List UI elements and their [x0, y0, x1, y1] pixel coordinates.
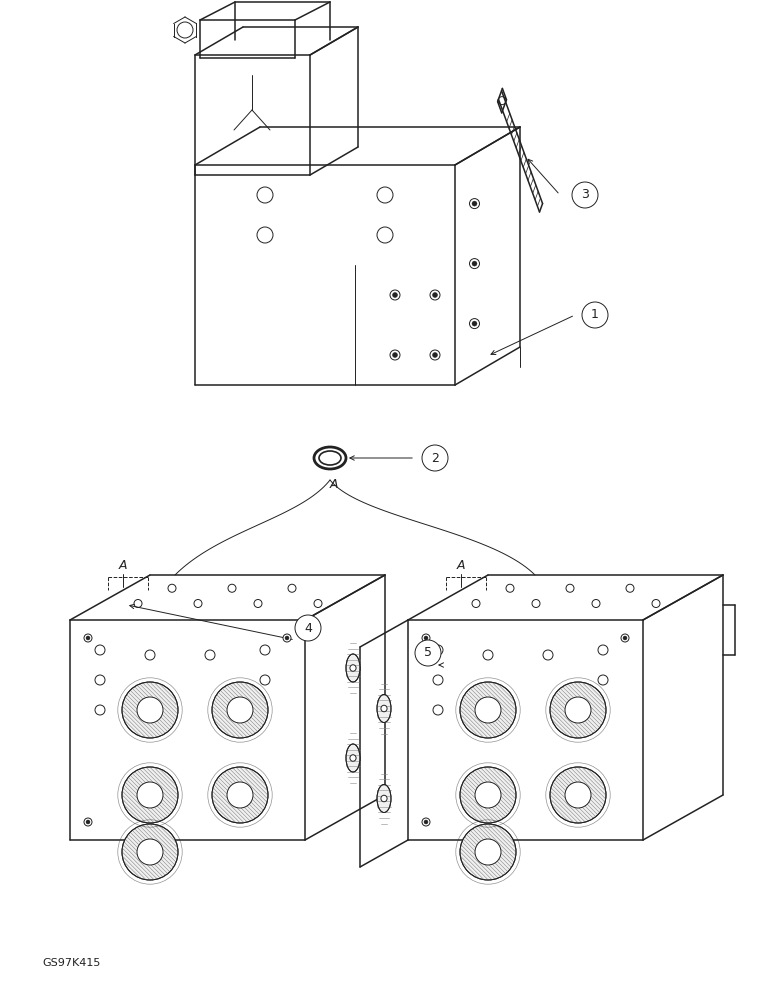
- Circle shape: [475, 697, 501, 723]
- Circle shape: [84, 634, 92, 642]
- Ellipse shape: [319, 451, 341, 465]
- Circle shape: [137, 697, 163, 723]
- Circle shape: [415, 640, 441, 666]
- Circle shape: [565, 697, 591, 723]
- Circle shape: [469, 259, 479, 269]
- Circle shape: [550, 767, 606, 823]
- Circle shape: [227, 782, 253, 808]
- Ellipse shape: [314, 447, 346, 469]
- Circle shape: [460, 767, 516, 823]
- Circle shape: [422, 634, 430, 642]
- Circle shape: [422, 445, 448, 471]
- Circle shape: [460, 682, 516, 738]
- Text: 5: 5: [424, 647, 432, 660]
- Circle shape: [86, 636, 90, 640]
- Circle shape: [472, 201, 477, 206]
- Text: GS97K415: GS97K415: [42, 958, 100, 968]
- Circle shape: [122, 824, 178, 880]
- Circle shape: [283, 634, 291, 642]
- Text: A: A: [119, 559, 127, 572]
- Circle shape: [460, 824, 516, 880]
- Circle shape: [565, 782, 591, 808]
- Ellipse shape: [346, 744, 360, 772]
- Text: A: A: [457, 559, 466, 572]
- Circle shape: [177, 22, 193, 38]
- Circle shape: [550, 682, 606, 738]
- Circle shape: [122, 682, 178, 738]
- Ellipse shape: [377, 694, 391, 722]
- Circle shape: [137, 782, 163, 808]
- Circle shape: [432, 353, 438, 358]
- Circle shape: [424, 636, 428, 640]
- Circle shape: [430, 290, 440, 300]
- Text: A: A: [330, 478, 338, 491]
- Circle shape: [84, 818, 92, 826]
- Circle shape: [623, 636, 627, 640]
- Circle shape: [227, 697, 253, 723]
- Ellipse shape: [350, 665, 356, 671]
- Circle shape: [422, 818, 430, 826]
- Circle shape: [392, 292, 398, 298]
- Circle shape: [432, 292, 438, 298]
- Text: 3: 3: [581, 188, 589, 202]
- Circle shape: [390, 350, 400, 360]
- Circle shape: [212, 682, 268, 738]
- Circle shape: [390, 290, 400, 300]
- Circle shape: [122, 767, 178, 823]
- Circle shape: [285, 636, 289, 640]
- Circle shape: [424, 820, 428, 824]
- Circle shape: [212, 767, 268, 823]
- Circle shape: [472, 261, 477, 266]
- Circle shape: [582, 302, 608, 328]
- Circle shape: [469, 319, 479, 329]
- Circle shape: [86, 820, 90, 824]
- Circle shape: [572, 182, 598, 208]
- Ellipse shape: [381, 705, 387, 712]
- Circle shape: [295, 615, 321, 641]
- Ellipse shape: [381, 795, 387, 802]
- Text: 2: 2: [431, 452, 439, 464]
- Ellipse shape: [346, 654, 360, 682]
- Ellipse shape: [350, 755, 356, 761]
- Circle shape: [472, 321, 477, 326]
- Circle shape: [621, 634, 629, 642]
- Circle shape: [430, 350, 440, 360]
- Circle shape: [392, 353, 398, 358]
- Circle shape: [475, 782, 501, 808]
- Circle shape: [475, 839, 501, 865]
- Circle shape: [469, 199, 479, 209]
- Text: 4: 4: [304, 621, 312, 635]
- Circle shape: [137, 839, 163, 865]
- Text: 1: 1: [591, 308, 599, 322]
- Ellipse shape: [377, 784, 391, 812]
